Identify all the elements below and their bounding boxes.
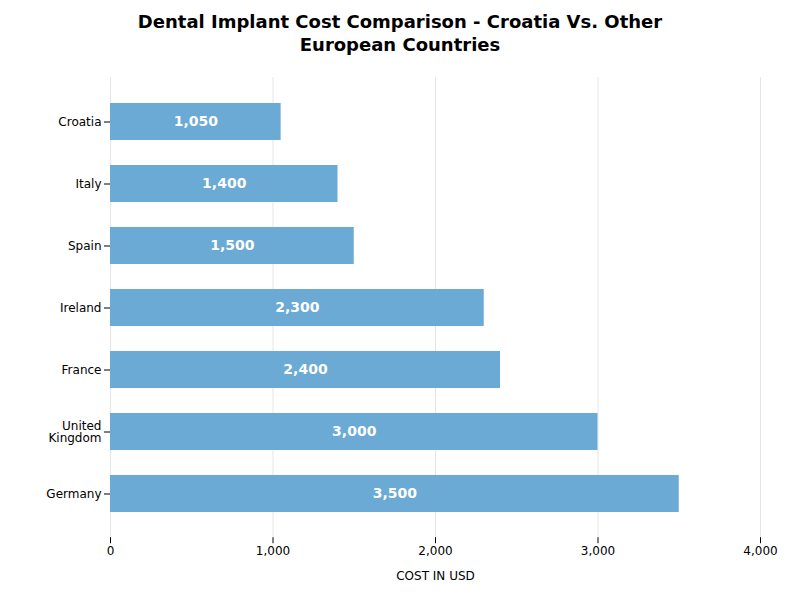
svg-text:2,000: 2,000 (418, 544, 452, 558)
svg-text:3,500: 3,500 (373, 485, 418, 501)
svg-text:3,000: 3,000 (581, 544, 615, 558)
svg-text:0: 0 (107, 544, 115, 558)
svg-text:1,050: 1,050 (174, 113, 219, 129)
svg-text:France: France (62, 363, 102, 377)
svg-text:4,000: 4,000 (743, 544, 777, 558)
svg-text:UnitedKingdom: UnitedKingdom (48, 419, 101, 445)
html-text:Dental Implant Cost Comparison: Dental Implant Cost Comparison - Croatia… (137, 11, 663, 56)
svg-text:Ireland: Ireland (60, 301, 102, 315)
svg-text:Croatia: Croatia (58, 115, 101, 129)
svg-text:1,400: 1,400 (202, 175, 247, 191)
svg-text:1,000: 1,000 (256, 544, 290, 558)
svg-text:1,500: 1,500 (210, 237, 255, 253)
svg-text:2,300: 2,300 (275, 299, 320, 315)
svg-text:Germany: Germany (46, 487, 101, 501)
svg-text:Italy: Italy (75, 177, 101, 191)
svg-text:2,400: 2,400 (283, 361, 328, 377)
svg-text:Spain: Spain (68, 239, 102, 253)
svg-text:COST IN USD: COST IN USD (396, 569, 475, 583)
svg-text:3,000: 3,000 (332, 423, 377, 439)
